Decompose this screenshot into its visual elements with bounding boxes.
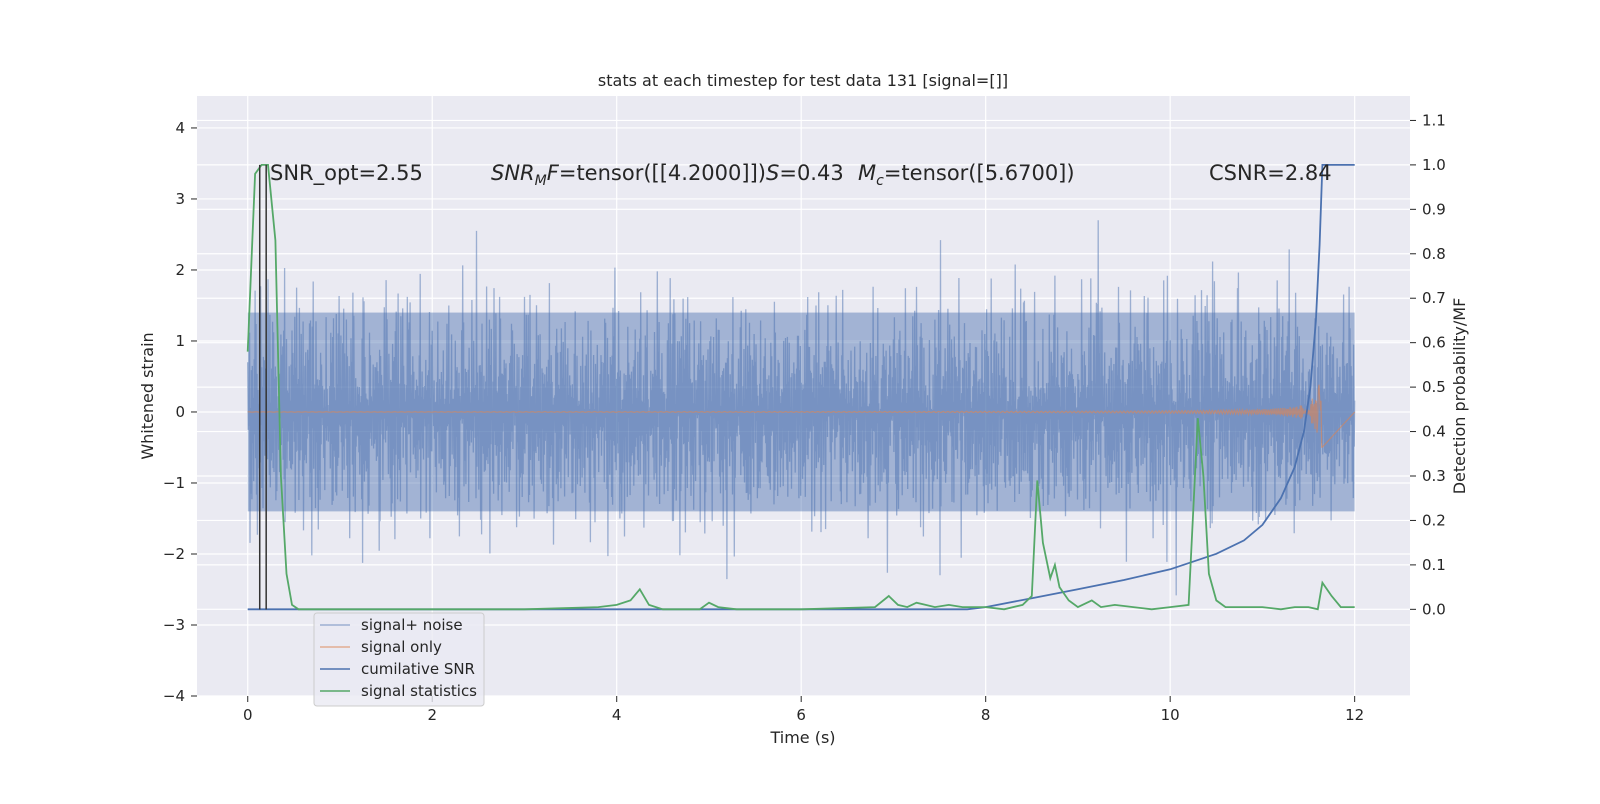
x-tick-label: 8 (981, 706, 991, 724)
y-left-tick-label: 1 (175, 332, 185, 350)
y-left-tick-label: 0 (175, 403, 185, 421)
y-right-tick-label: 0.2 (1422, 511, 1446, 529)
y-axis-right-label: Detection probability/MF (1450, 298, 1469, 495)
annotation-snr-opt: SNR_opt=2.55 (270, 161, 423, 186)
x-tick-label: 4 (612, 706, 622, 724)
signal-noise-line (247, 220, 1356, 596)
legend-label-cumulative-snr: cumilative SNR (361, 660, 475, 678)
chart-title: stats at each timestep for test data 131… (598, 71, 1008, 90)
annotation-csnr: CSNR=2.84 (1209, 161, 1332, 185)
legend-box (313, 612, 485, 707)
y-right-tick-label: 0.9 (1422, 200, 1446, 218)
y-left-tick-label: 4 (175, 119, 185, 137)
signal-only-line (247, 384, 1356, 448)
annotation-mc: Mc=tensor([5.6700]) (858, 161, 1075, 189)
vertical-markers (258, 164, 267, 610)
y-axis-left-label: Whitened strain (138, 332, 157, 459)
legend-label-signal-only: signal only (361, 638, 442, 656)
axis-ticks: 0 2 4 6 8 10 1243210−1−2−3−41.11.00.90.80.70.6… (163, 111, 1446, 724)
x-tick-label: 12 (1345, 706, 1364, 724)
y-right-tick-label: 1.1 (1422, 111, 1446, 129)
x-tick-label: 2 (427, 706, 437, 724)
y-right-tick-label: 0.6 (1422, 334, 1446, 352)
annotation-snr-mf: SNRMF=tensor([[4.2000]]) (491, 161, 766, 189)
legend-label-signal-statistics: signal statistics (361, 682, 477, 700)
y-left-tick-label: 2 (175, 261, 185, 279)
y-right-tick-label: 0.4 (1422, 423, 1446, 441)
x-tick-label: 10 (1161, 706, 1180, 724)
y-left-tick-label: −1 (163, 474, 185, 492)
y-right-tick-label: 0.0 (1422, 600, 1446, 618)
legend: signal+ noise signal only cumilative SNR… (313, 612, 485, 707)
annotation-s: S=0.43 (766, 161, 844, 185)
y-left-tick-label: −2 (163, 545, 185, 563)
y-left-tick-label: −4 (163, 687, 185, 705)
signal-statistics-line (246, 164, 1355, 611)
legend-label-signal-noise: signal+ noise (361, 616, 463, 634)
line-series (246, 164, 1356, 611)
x-tick-label: 0 (243, 706, 253, 724)
y-left-tick-label: 3 (175, 190, 185, 208)
y-right-tick-label: 0.1 (1422, 556, 1446, 574)
y-right-tick-label: 0.3 (1422, 467, 1446, 485)
y-right-tick-label: 0.7 (1422, 289, 1446, 307)
y-right-tick-label: 1.0 (1422, 156, 1446, 174)
y-right-tick-label: 0.8 (1422, 245, 1446, 263)
cumulative-snr-line (247, 164, 1355, 611)
y-right-tick-label: 0.5 (1422, 378, 1446, 396)
y-left-tick-label: −3 (163, 616, 185, 634)
x-axis-label: Time (s) (769, 728, 835, 747)
x-tick-label: 6 (796, 706, 806, 724)
